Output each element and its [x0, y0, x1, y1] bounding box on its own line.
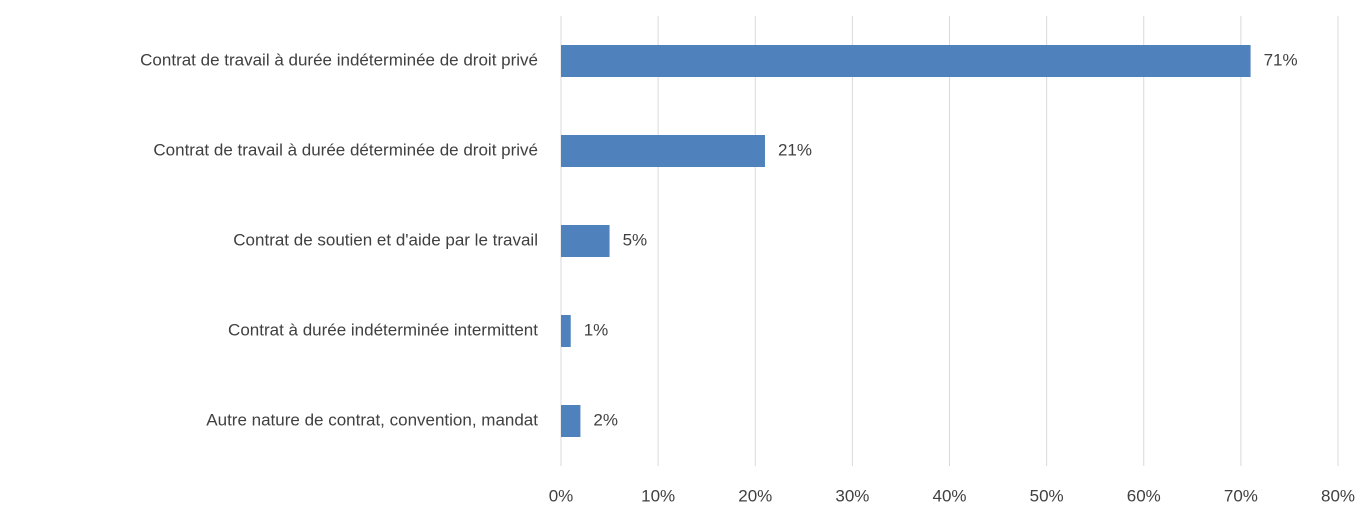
x-tick-label: 20%	[738, 486, 772, 505]
bar	[561, 315, 571, 347]
x-tick-label: 50%	[1030, 486, 1064, 505]
data-label: 1%	[584, 320, 609, 339]
bar	[561, 405, 581, 437]
y-tick-label: Contrat de soutien et d'aide par le trav…	[233, 230, 538, 249]
x-tick-label: 40%	[932, 486, 966, 505]
x-tick-label: 30%	[835, 486, 869, 505]
data-label: 5%	[623, 230, 648, 249]
x-tick-label: 70%	[1224, 486, 1258, 505]
data-label: 2%	[593, 410, 618, 429]
x-tick-label: 0%	[549, 486, 574, 505]
y-tick-label: Autre nature de contrat, convention, man…	[206, 410, 538, 429]
x-tick-label: 60%	[1127, 486, 1161, 505]
data-label: 71%	[1264, 50, 1298, 69]
y-tick-label: Contrat à durée indéterminée intermitten…	[228, 320, 538, 339]
data-label: 21%	[778, 140, 812, 159]
y-tick-label: Contrat de travail à durée déterminée de…	[153, 140, 538, 159]
bar	[561, 135, 765, 167]
x-tick-label: 80%	[1321, 486, 1355, 505]
bar	[561, 225, 610, 257]
x-tick-label: 10%	[641, 486, 675, 505]
y-tick-label: Contrat de travail à durée indéterminée …	[140, 50, 538, 69]
bar	[561, 45, 1251, 77]
